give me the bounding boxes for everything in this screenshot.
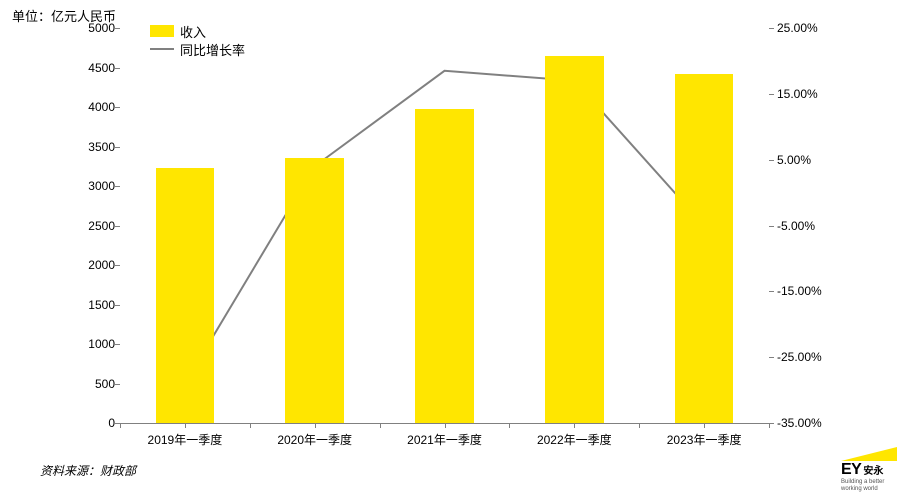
y-left-tick: 5000 bbox=[65, 21, 115, 35]
y-left-tick: 2000 bbox=[65, 258, 115, 272]
ey-logo-text: EY bbox=[841, 461, 861, 479]
ey-tagline-1: Building a better bbox=[841, 479, 897, 486]
y-right-tick: -35.00% bbox=[777, 416, 822, 430]
bar bbox=[285, 158, 343, 423]
y-left-tick: 3000 bbox=[65, 179, 115, 193]
bar bbox=[675, 74, 733, 423]
y-left-tick: 4000 bbox=[65, 100, 115, 114]
x-tick-label: 2019年一季度 bbox=[148, 431, 223, 448]
ey-logo-beam bbox=[841, 447, 897, 461]
y-left-tick: 0 bbox=[65, 416, 115, 430]
ey-tagline-2: working world bbox=[841, 486, 897, 493]
plot-inner bbox=[120, 28, 769, 423]
bar bbox=[156, 168, 214, 423]
y-left-tick: 4500 bbox=[65, 61, 115, 75]
plot-area: 0500100015002000250030003500400045005000… bbox=[60, 28, 839, 423]
y-left-tick: 1000 bbox=[65, 337, 115, 351]
bar bbox=[545, 56, 603, 423]
y-left-tick: 1500 bbox=[65, 298, 115, 312]
bar bbox=[415, 109, 473, 423]
y-right-tick: -25.00% bbox=[777, 350, 822, 364]
source-label: 资料来源：财政部 bbox=[40, 462, 136, 479]
ey-logo: EY 安永 Building a better working world bbox=[841, 447, 897, 493]
y-left-tick: 3500 bbox=[65, 140, 115, 154]
y-right-tick: 25.00% bbox=[777, 21, 818, 35]
y-right-tick: 15.00% bbox=[777, 87, 818, 101]
x-tick-label: 2022年一季度 bbox=[537, 431, 612, 448]
x-tick-label: 2021年一季度 bbox=[407, 431, 482, 448]
x-tick-label: 2020年一季度 bbox=[277, 431, 352, 448]
y-left-tick: 2500 bbox=[65, 219, 115, 233]
ey-logo-cn: 安永 bbox=[863, 462, 883, 477]
y-right-tick: 5.00% bbox=[777, 153, 811, 167]
chart-container: 单位：亿元人民币 收入 同比增长率 0500100015002000250030… bbox=[0, 0, 909, 503]
x-tick-label: 2023年一季度 bbox=[667, 431, 742, 448]
y-left-tick: 500 bbox=[65, 377, 115, 391]
y-right-tick: -5.00% bbox=[777, 219, 815, 233]
y-right-tick: -15.00% bbox=[777, 284, 822, 298]
